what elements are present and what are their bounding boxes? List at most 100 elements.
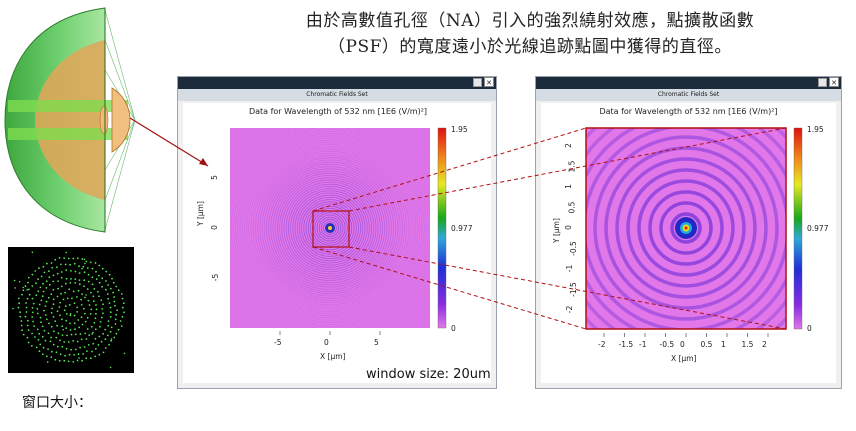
spot-dot xyxy=(78,283,81,286)
spot-dot xyxy=(84,312,86,315)
window-titlebar-dark[interactable]: ✕ xyxy=(536,77,841,89)
spot-dot xyxy=(37,290,40,293)
spot-dot xyxy=(91,276,94,279)
spot-dot xyxy=(60,285,63,288)
right-x-tick-label: -2 xyxy=(598,340,606,349)
spot-dot xyxy=(50,293,53,296)
minimize-icon[interactable] xyxy=(473,78,482,87)
spot-dot xyxy=(56,324,58,327)
field-ring xyxy=(287,185,372,270)
spot-dot xyxy=(85,294,87,296)
spot-dot xyxy=(56,345,59,348)
psf-peak-center xyxy=(684,226,688,230)
spot-dot xyxy=(19,311,21,314)
field-ring xyxy=(257,155,403,301)
spot-dot xyxy=(108,343,110,346)
spot-dot xyxy=(121,297,124,300)
spot-dot xyxy=(79,333,82,335)
spot-dot xyxy=(60,271,63,273)
spot-dot xyxy=(48,322,50,325)
spot-dot xyxy=(123,311,125,314)
spot-dot xyxy=(59,314,61,317)
spot-dot xyxy=(42,346,45,349)
spot-dot xyxy=(99,325,101,328)
spot-dot xyxy=(121,315,124,318)
spot-dot xyxy=(71,297,73,300)
field-ring xyxy=(237,135,423,321)
field-ring xyxy=(283,181,377,275)
field-ring xyxy=(279,177,381,279)
spot-dot xyxy=(76,306,79,309)
right-cbar-max: 1.95 xyxy=(807,125,824,134)
right-cbar-mid: 0.977 xyxy=(807,224,829,233)
spot-dot xyxy=(13,279,16,282)
spot-dot xyxy=(116,309,119,312)
spot-dot xyxy=(106,293,109,295)
spot-dot xyxy=(55,351,58,354)
field-ring xyxy=(670,212,702,244)
spot-dot xyxy=(50,262,53,264)
spot-dot xyxy=(100,316,103,319)
field-ring xyxy=(270,168,390,288)
spot-dot xyxy=(70,348,72,351)
spot-dot xyxy=(76,296,78,298)
spot-dot xyxy=(85,260,88,263)
spot-dot xyxy=(32,302,35,305)
spot-dot xyxy=(18,302,21,305)
spot-dot xyxy=(54,320,57,322)
spot-dot xyxy=(65,327,68,330)
spot-dot xyxy=(102,351,105,354)
spot-dot xyxy=(46,361,49,363)
spot-dot xyxy=(26,324,29,327)
spot-dot xyxy=(104,328,107,331)
spot-dot xyxy=(72,257,75,260)
spot-dot xyxy=(90,325,93,328)
spot-dot xyxy=(57,280,59,282)
spot-dot xyxy=(76,311,79,313)
field-ring xyxy=(301,199,359,257)
spot-dot xyxy=(45,318,48,321)
spot-dot xyxy=(58,359,61,362)
spot-dot xyxy=(67,360,70,363)
spot-dot xyxy=(54,258,57,261)
spot-dot xyxy=(83,285,85,288)
spot-dot xyxy=(92,295,95,298)
spot-dot xyxy=(48,283,51,286)
spot-dot xyxy=(120,293,123,295)
close-icon[interactable]: ✕ xyxy=(484,77,494,87)
spot-dot xyxy=(57,332,60,335)
spot-dot xyxy=(120,325,123,327)
window-titlebar-dark[interactable]: ✕ xyxy=(178,77,496,89)
spot-dot xyxy=(104,338,107,341)
spot-dot xyxy=(76,359,79,362)
spot-dot xyxy=(78,279,81,281)
spot-dot xyxy=(109,306,112,309)
spot-dot xyxy=(21,329,23,332)
spot-dot xyxy=(44,339,47,342)
spot-dot xyxy=(51,350,53,353)
minimize-icon[interactable] xyxy=(818,78,827,87)
field-ring xyxy=(235,133,425,323)
spot-dot xyxy=(102,332,105,335)
right-x-tick-label: 1.5 xyxy=(741,340,754,349)
spot-dot xyxy=(56,272,59,275)
spot-dot xyxy=(26,297,29,300)
spot-dot xyxy=(95,312,97,315)
spot-dot xyxy=(46,262,48,265)
spot-dot xyxy=(90,308,93,311)
spot-dot xyxy=(43,309,45,312)
spot-dot xyxy=(74,328,76,331)
spot-dot xyxy=(114,323,117,325)
field-ring xyxy=(246,144,414,312)
spot-dot xyxy=(78,272,81,274)
spot-dot xyxy=(21,293,23,296)
field-ring xyxy=(314,212,346,244)
spot-diagram xyxy=(12,251,126,369)
left-cbar-max: 1.95 xyxy=(451,125,468,134)
field-ring xyxy=(648,190,724,266)
close-icon[interactable]: ✕ xyxy=(829,77,839,87)
spot-dot xyxy=(83,271,86,274)
spot-dot xyxy=(87,344,90,346)
spot-dot xyxy=(14,287,16,289)
spot-dot xyxy=(58,306,61,308)
